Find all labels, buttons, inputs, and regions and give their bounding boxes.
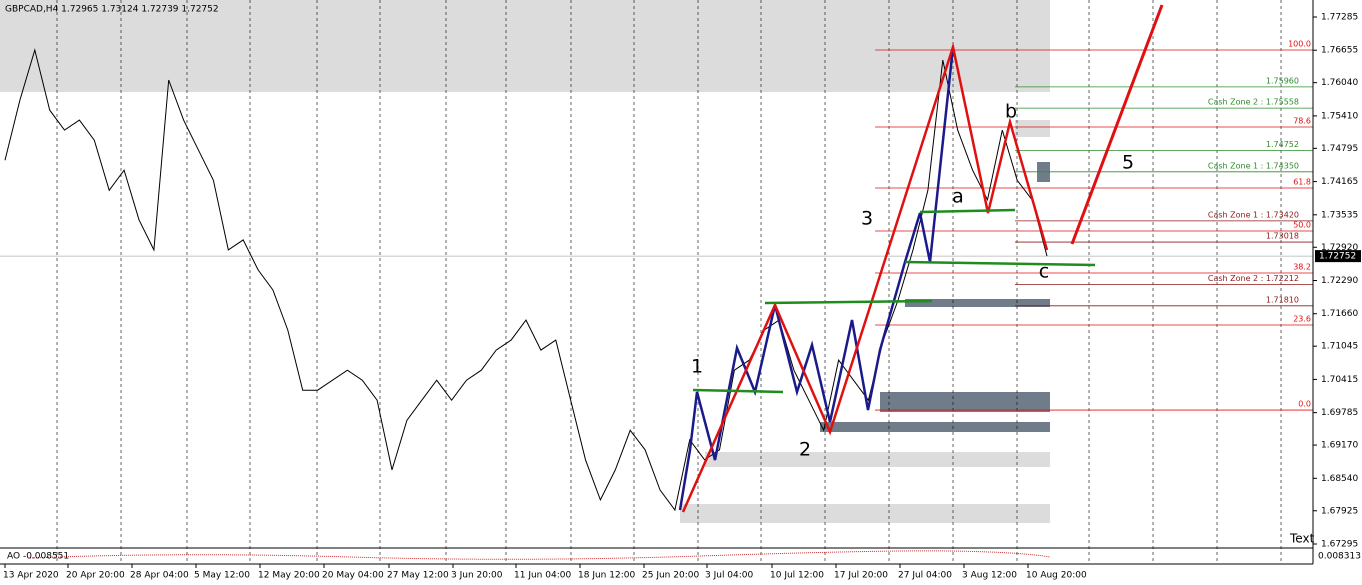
wave-line	[678, 46, 955, 511]
y-tick-label: 1.76655	[1321, 46, 1358, 56]
corner-text: Text	[1289, 532, 1315, 546]
current-price-label: 1.72752	[1319, 252, 1356, 262]
y-tick-label: 1.68540	[1321, 474, 1358, 484]
y-tick-label: 1.73535	[1321, 210, 1358, 220]
wave-label: b	[1005, 101, 1017, 123]
green-line	[764, 299, 933, 305]
level-label: 1.74752	[1266, 140, 1299, 149]
x-tick-label: 20 Apr 20:00	[66, 571, 125, 581]
x-tick-label: 18 Jun 12:00	[578, 571, 635, 581]
zone	[820, 422, 1050, 432]
level-label: 1.75960	[1266, 76, 1299, 85]
fib-label: 23.6	[1293, 315, 1311, 324]
fib-label: 0.0	[1298, 400, 1311, 409]
y-tick-label: 1.71045	[1321, 342, 1358, 352]
y-tick-label: 1.77285	[1321, 12, 1358, 22]
indicator-line	[29, 550, 1051, 560]
fib-label: 78.6	[1293, 117, 1311, 126]
x-tick-label: 11 Jun 04:00	[514, 571, 571, 581]
zone	[705, 452, 1050, 467]
x-tick-label: 3 Jul 04:00	[705, 571, 754, 581]
wave-label: 2	[799, 439, 811, 461]
y-tick-label: 1.67295	[1321, 539, 1358, 549]
current-price-box	[1315, 250, 1361, 263]
x-tick-label: 3 Jun 20:00	[451, 571, 503, 581]
wave-label: 5	[1122, 152, 1134, 174]
level-label: 1.71810	[1266, 295, 1299, 304]
green-line	[904, 260, 1096, 267]
level-label: Cash Zone 1 : 1.74350	[1208, 161, 1299, 170]
fib-label: 100.0	[1288, 40, 1311, 49]
y-tick-label: 1.76040	[1321, 78, 1358, 88]
zone	[905, 299, 1050, 307]
wave-label: 1	[691, 356, 703, 378]
fib-label: 38.2	[1293, 262, 1311, 271]
x-tick-label: 5 May 12:00	[194, 571, 250, 581]
wave-label: a	[952, 186, 964, 208]
level-label: Cash Zone 1 : 1.73420	[1208, 210, 1299, 219]
chart-title: GBPCAD,H4 1.72965 1.73124 1.72739 1.7275…	[5, 5, 219, 15]
green-line	[692, 388, 784, 394]
y-tick-label: 1.75410	[1321, 111, 1358, 121]
x-tick-label: 12 May 20:00	[258, 571, 320, 581]
wave-line	[681, 42, 1049, 513]
fib-label: 61.8	[1293, 178, 1311, 187]
y-tick-label: 1.72920	[1321, 243, 1358, 253]
indicator-scale-label: 0.008313	[1318, 552, 1361, 562]
zone	[680, 504, 1050, 523]
y-tick-label: 1.72290	[1321, 276, 1358, 286]
x-tick-label: 27 May 12:00	[387, 571, 449, 581]
x-tick-label: 20 May 04:00	[322, 571, 384, 581]
zone	[0, 0, 1050, 92]
wave-label: c	[1039, 261, 1049, 283]
projection-line	[1070, 4, 1164, 245]
zone	[880, 392, 1050, 412]
x-tick-label: 28 Apr 04:00	[130, 571, 189, 581]
green-line	[919, 208, 1016, 214]
y-tick-label: 1.70415	[1321, 375, 1358, 385]
x-tick-label: 10 Aug 20:00	[1026, 571, 1087, 581]
y-tick-label: 1.69785	[1321, 408, 1358, 418]
fib-label: 50.0	[1293, 221, 1311, 230]
x-tick-label: 25 Jun 20:00	[642, 571, 699, 581]
x-tick-label: 10 Jul 12:00	[770, 571, 824, 581]
wave-label: 3	[861, 208, 873, 230]
x-tick-label: 3 Aug 12:00	[962, 571, 1017, 581]
green-lines	[692, 208, 1096, 394]
y-tick-label: 1.74795	[1321, 144, 1358, 154]
y-tick-label: 1.67925	[1321, 506, 1358, 516]
level-label: Cash Zone 2 : 1.75558	[1208, 98, 1299, 107]
indicator-label: AO -0.008551	[7, 552, 69, 562]
y-tick-label: 1.71660	[1321, 309, 1358, 319]
y-tick-label: 1.69170	[1321, 441, 1358, 451]
x-tick-label: 13 Apr 2020	[3, 571, 59, 581]
zone	[1015, 120, 1050, 137]
y-tick-label: 1.74165	[1321, 177, 1358, 187]
x-tick-label: 27 Jul 04:00	[898, 571, 952, 581]
level-label: Cash Zone 2 : 1.72212	[1208, 274, 1299, 283]
level-label: 1.73018	[1266, 232, 1299, 241]
x-tick-label: 17 Jul 20:00	[834, 571, 888, 581]
